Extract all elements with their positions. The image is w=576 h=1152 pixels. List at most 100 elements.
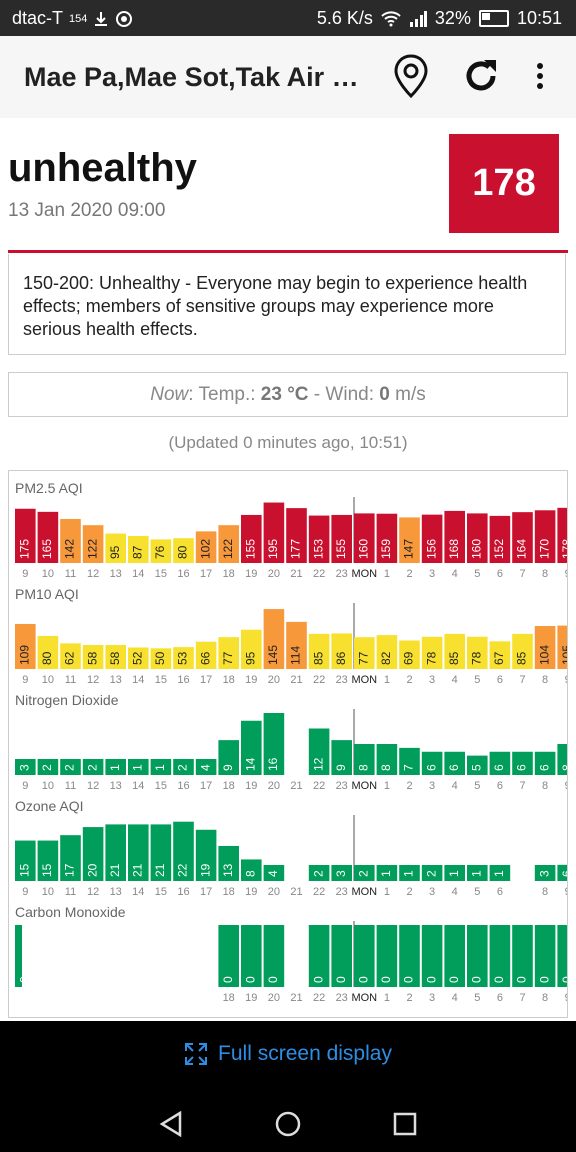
chart-bar[interactable] (354, 865, 375, 881)
chart-bar[interactable] (534, 510, 556, 563)
chart-bar[interactable] (489, 751, 511, 775)
chart-bar[interactable] (173, 538, 194, 563)
chart-bar[interactable] (241, 925, 262, 987)
chart-bar[interactable] (195, 531, 217, 563)
chart-bar[interactable] (444, 925, 465, 987)
chart-bar[interactable] (37, 635, 59, 669)
chart-bar[interactable] (195, 759, 217, 775)
chart-bar[interactable] (512, 512, 533, 563)
chart-bar[interactable] (354, 637, 375, 669)
chart-bar[interactable] (15, 925, 22, 987)
chart-bar[interactable] (444, 510, 465, 563)
chart-bar[interactable] (489, 865, 511, 881)
chart-bar[interactable] (128, 536, 149, 563)
chart-bar[interactable] (399, 640, 420, 669)
chart-bar[interactable] (60, 759, 81, 775)
chart-bar[interactable] (512, 633, 533, 669)
chart-bar[interactable] (489, 925, 511, 987)
chart-bar[interactable] (331, 633, 352, 669)
chart-bar[interactable] (534, 626, 556, 669)
chart-bar[interactable] (173, 821, 194, 881)
chart-bar[interactable] (308, 515, 330, 563)
chart-bar[interactable] (421, 865, 443, 881)
chart-bar[interactable] (150, 824, 172, 881)
chart-bar[interactable] (263, 925, 285, 987)
chart-bar[interactable] (37, 840, 59, 881)
chart-bar[interactable] (421, 925, 443, 987)
chart-bar[interactable] (150, 539, 172, 563)
chart-bar[interactable] (557, 864, 567, 881)
chart-bar[interactable] (218, 740, 239, 775)
chart-bar[interactable] (128, 647, 149, 669)
chart-bar[interactable] (421, 514, 443, 563)
chart-bar[interactable] (105, 824, 126, 881)
chart-bar[interactable] (331, 514, 352, 563)
chart-bar[interactable] (512, 751, 533, 775)
chart-bar[interactable] (467, 925, 488, 987)
chart-bar[interactable] (37, 511, 59, 563)
overflow-menu-button[interactable] (520, 52, 560, 100)
chart-bar[interactable] (354, 744, 375, 775)
chart-bar[interactable] (105, 759, 126, 775)
chart-bar[interactable] (286, 621, 307, 669)
location-button[interactable] (387, 52, 435, 100)
chart-bar[interactable] (557, 625, 567, 669)
chart-bar[interactable] (195, 641, 217, 669)
chart-bar[interactable] (150, 759, 172, 775)
chart-bar[interactable] (82, 827, 104, 881)
chart-bar[interactable] (376, 744, 398, 775)
chart-bar[interactable] (60, 518, 81, 563)
chart-bar[interactable] (60, 835, 81, 881)
refresh-button[interactable] (457, 52, 505, 100)
chart-bar[interactable] (263, 865, 285, 881)
chart-bar[interactable] (399, 865, 420, 881)
chart-bar[interactable] (467, 755, 488, 775)
chart-bar[interactable] (37, 759, 59, 775)
fullscreen-button[interactable]: Full screen display (0, 1021, 576, 1087)
chart-bar[interactable] (331, 865, 352, 881)
chart-bar[interactable] (15, 623, 36, 669)
chart-bar[interactable] (241, 514, 262, 563)
chart-bar[interactable] (82, 759, 104, 775)
chart-bar[interactable] (376, 925, 398, 987)
chart-bar[interactable] (150, 648, 172, 669)
chart-bar[interactable] (399, 925, 420, 987)
chart-bar[interactable] (512, 925, 533, 987)
chart-bar[interactable] (173, 759, 194, 775)
chart-bar[interactable] (534, 925, 556, 987)
chart-bar[interactable] (286, 508, 307, 563)
chart-bar[interactable] (105, 645, 126, 669)
chart-bar[interactable] (467, 865, 488, 881)
chart-bar[interactable] (331, 740, 352, 775)
chart-bar[interactable] (218, 845, 239, 881)
chart-bar[interactable] (489, 641, 511, 669)
chart-bar[interactable] (444, 633, 465, 669)
chart-bar[interactable] (467, 513, 488, 563)
home-circle-icon[interactable] (274, 1110, 302, 1138)
chart-bar[interactable] (534, 751, 556, 775)
back-triangle-icon[interactable] (158, 1110, 184, 1138)
chart-bar[interactable] (376, 865, 398, 881)
chart-bar[interactable] (399, 517, 420, 563)
chart-bar[interactable] (128, 824, 149, 881)
chart-bar[interactable] (82, 645, 104, 669)
recents-square-icon[interactable] (392, 1111, 418, 1137)
chart-bar[interactable] (376, 513, 398, 563)
chart-bar[interactable] (15, 759, 36, 775)
chart-bar[interactable] (557, 507, 567, 563)
chart-bar[interactable] (241, 720, 262, 775)
chart-bar[interactable] (354, 513, 375, 563)
chart-bar[interactable] (376, 635, 398, 669)
chart-bar[interactable] (444, 865, 465, 881)
chart-bar[interactable] (15, 840, 36, 881)
chart-bar[interactable] (173, 647, 194, 669)
chart-bar[interactable] (218, 637, 239, 669)
chart-bar[interactable] (308, 633, 330, 669)
chart-bar[interactable] (308, 728, 330, 776)
chart-bar[interactable] (534, 865, 556, 881)
chart-bar[interactable] (421, 751, 443, 775)
chart-bar[interactable] (399, 747, 420, 775)
chart-bar[interactable] (195, 829, 217, 881)
chart-bar[interactable] (331, 925, 352, 987)
chart-bar[interactable] (218, 525, 239, 563)
